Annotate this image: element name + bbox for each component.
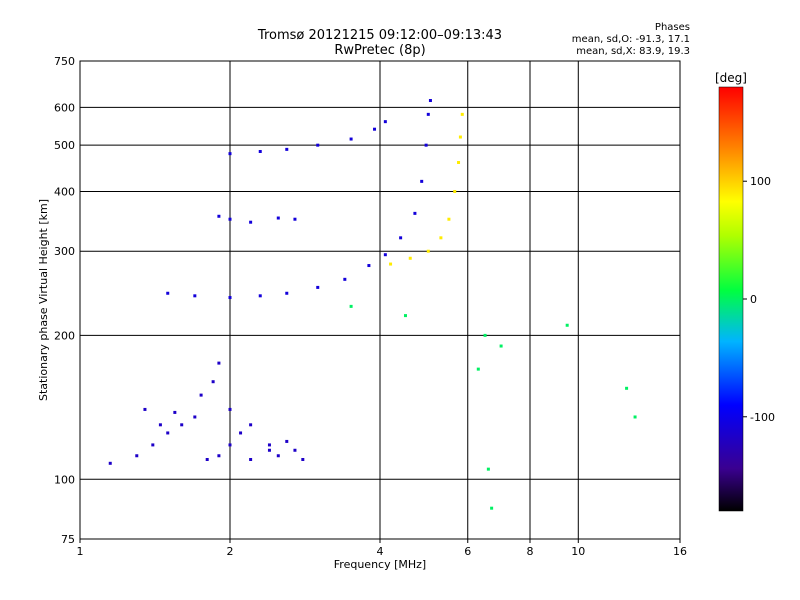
data-point (343, 277, 347, 281)
y-tick-label: 75 (61, 533, 75, 546)
data-point (285, 439, 289, 443)
data-point (383, 120, 387, 124)
data-point (476, 367, 480, 371)
data-point (158, 423, 162, 427)
data-point (228, 407, 232, 411)
data-point (217, 214, 221, 218)
y-axis-label: Stationary phase Virtual Height [km] (37, 199, 50, 401)
y-tick-label: 500 (54, 139, 75, 152)
colorbar (718, 86, 744, 512)
data-point (458, 135, 462, 139)
data-point (180, 423, 184, 427)
y-tick-label: 600 (54, 101, 75, 114)
data-point (293, 448, 297, 452)
data-point (424, 143, 428, 147)
data-point (276, 454, 280, 458)
data-point (426, 112, 430, 116)
x-axis-label: Frequency [MHz] (334, 558, 426, 571)
data-point (373, 127, 377, 131)
data-point (439, 236, 443, 240)
y-tick-label: 300 (54, 245, 75, 258)
data-point (249, 220, 253, 224)
colorbar-tick-label: -100 (750, 411, 775, 424)
data-point (199, 393, 203, 397)
data-point (249, 423, 253, 427)
data-point (228, 152, 232, 156)
data-point (249, 457, 253, 461)
data-point (108, 461, 112, 465)
data-point (633, 415, 637, 419)
data-point (173, 410, 177, 414)
x-tick-label: 16 (673, 545, 687, 558)
data-point (453, 189, 457, 193)
data-point (228, 443, 232, 447)
data-point (285, 291, 289, 295)
data-point (383, 253, 387, 257)
data-point (457, 160, 461, 164)
x-tick-label: 2 (227, 545, 234, 558)
data-point (413, 211, 417, 215)
data-point (293, 217, 297, 221)
data-point (217, 361, 221, 365)
data-point (151, 443, 155, 447)
data-point (420, 179, 424, 183)
x-tick-label: 6 (464, 545, 471, 558)
data-point (228, 296, 232, 300)
data-point (625, 386, 629, 390)
data-point (239, 431, 243, 435)
data-point (267, 443, 271, 447)
data-point (316, 143, 320, 147)
data-point (565, 323, 569, 327)
data-point (316, 285, 320, 289)
data-point (166, 431, 170, 435)
colorbar-tick-label: 100 (750, 175, 771, 188)
phase-x-stats: mean, sd,X: 83.9, 19.3 (576, 46, 690, 57)
y-tick-label: 100 (54, 473, 75, 486)
data-point (499, 344, 503, 348)
x-tick-label: 10 (571, 545, 585, 558)
data-point (447, 217, 451, 221)
data-point (403, 314, 407, 318)
y-tick-label: 200 (54, 329, 75, 342)
data-point (267, 448, 271, 452)
data-point (193, 294, 197, 298)
y-tick-label: 400 (54, 185, 75, 198)
data-point (367, 264, 371, 268)
data-point (205, 457, 209, 461)
data-point (143, 407, 147, 411)
data-point (301, 457, 305, 461)
data-point (349, 137, 353, 141)
data-point (193, 415, 197, 419)
data-point (486, 467, 490, 471)
x-tick-label: 1 (77, 545, 84, 558)
colorbar-tick-label: 0 (750, 293, 757, 306)
chart-title: Tromsø 20121215 09:12:00–09:13:43 (257, 28, 503, 43)
chart-subtitle: RwPretec (8p) (334, 43, 426, 58)
x-tick-label: 8 (527, 545, 534, 558)
data-point (211, 380, 215, 384)
phase-heading: Phases (654, 22, 690, 33)
data-point (276, 216, 280, 220)
data-point (135, 454, 139, 458)
data-point (228, 217, 232, 221)
data-point (428, 99, 432, 103)
x-tick-label: 4 (377, 545, 384, 558)
data-point (399, 236, 403, 240)
data-point (285, 147, 289, 151)
phase-o-stats: mean, sd,O: -91.3, 17.1 (571, 34, 690, 45)
data-point (258, 149, 262, 153)
colorbar-label: [deg] (715, 71, 747, 85)
data-point (460, 112, 464, 116)
data-point (389, 262, 393, 266)
data-point (166, 291, 170, 295)
data-point (426, 249, 430, 253)
data-point (349, 304, 353, 308)
y-tick-label: 750 (54, 55, 75, 68)
data-point (483, 333, 487, 337)
data-point (217, 454, 221, 458)
data-point (490, 506, 494, 510)
data-point (408, 256, 412, 260)
data-point (258, 294, 262, 298)
